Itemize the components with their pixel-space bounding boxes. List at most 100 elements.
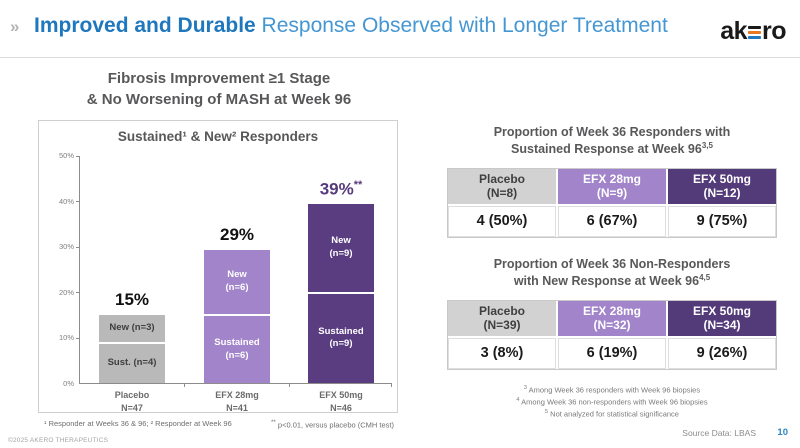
table-header-line: Placebo: [478, 171, 526, 186]
table-header-line: (N=39): [483, 318, 521, 333]
table-value-cell: 6 (19%): [558, 337, 666, 369]
logo-e-icon: [748, 26, 761, 39]
bar-segment-sustained: Sust. (n=4): [99, 344, 165, 383]
logo-text-prefix: ak: [720, 17, 747, 45]
x-axis-tick: [289, 383, 290, 387]
bar-segment-label: (n=6): [225, 282, 249, 294]
logo-e-bar-top: [748, 26, 761, 29]
x-axis-category-line: N=46: [330, 403, 352, 414]
y-tick-label: 10%: [58, 333, 74, 343]
x-axis-tick: [391, 383, 392, 387]
source-data-label: Source Data: LBAS: [682, 428, 756, 438]
bar-total-label: 15%: [72, 290, 192, 310]
chevron-icon: »: [10, 17, 20, 36]
bar-segment-new: New (n=9): [308, 204, 374, 294]
bar-segment-label: New: [331, 235, 351, 247]
footnote-text: Among Week 36 non-responders with Week 9…: [519, 397, 708, 407]
table-header-line: EFX 50mg: [692, 171, 752, 186]
x-axis-category-line: N=47: [121, 403, 143, 414]
table-header-cell: Placebo (N=8): [448, 168, 556, 204]
y-tick-label: 40%: [58, 196, 74, 206]
logo-text-suffix: ro: [762, 17, 787, 45]
footnote-text: Among Week 36 responders with Week 96 bi…: [526, 385, 701, 395]
table-value-cell: 9 (26%): [668, 337, 776, 369]
chart-footnote-left: ¹ Responder at Weeks 36 & 96; ² Responde…: [44, 419, 232, 428]
copyright: ©2025 AKERO THERAPEUTICS: [8, 437, 109, 444]
table-header-cell: EFX 50mg (N=12): [668, 168, 776, 204]
chart-subtitle: Sustained¹ & New² Responders: [117, 129, 319, 144]
y-tick-label: 20%: [58, 287, 74, 297]
chart-panel: Sustained¹ & New² Responders 0% 10% 20% 30%…: [38, 120, 398, 413]
table-title-superscript: 4,5: [699, 272, 711, 282]
table-header-line: EFX 28mg: [582, 171, 642, 186]
table-title-line: Sustained Response at Week 963,5: [511, 140, 713, 157]
table-header-line: EFX 50mg: [692, 303, 752, 318]
table-value-cell: 9 (75%): [668, 205, 776, 237]
footnote-superscript: 3: [523, 385, 527, 391]
significance-text: p<0.01, versus placebo (CMH test): [275, 420, 394, 430]
table-footnote-line: 3 Among Week 36 responders with Week 96 …: [447, 384, 777, 396]
chart-footnote-right: ** p<0.01, versus placebo (CMH test): [271, 419, 394, 430]
table-title-line: Proportion of Week 36 Non-Responders: [493, 257, 731, 271]
logo-e-bar-middle: [748, 31, 761, 34]
page-title-rest: Response Observed with Longer Treatment: [255, 14, 668, 37]
bar-segment-label: New: [227, 269, 247, 281]
table-title-0: Proportion of Week 36 Responders with Sus…: [447, 124, 777, 158]
bar-segment-label: (n=6): [225, 349, 249, 361]
bar-total-label: 39%**: [281, 179, 401, 200]
table-header-line: EFX 28mg: [582, 303, 642, 318]
bar-total-value: 15%: [114, 290, 150, 310]
bar-segment-new: New (n=6): [204, 249, 270, 317]
x-axis-category-line: EFX 28mg: [215, 390, 259, 400]
x-axis-category-line: Placebo: [114, 390, 150, 400]
table-footnote-line: 4 Among Week 36 non-responders with Week…: [447, 396, 777, 408]
footnote-superscript: 5: [545, 409, 549, 416]
table-header-line: (N=34): [703, 318, 741, 333]
table-block-0: Proportion of Week 36 Responders with Sus…: [447, 124, 777, 238]
y-tick-mark: [76, 201, 80, 203]
responders-table: Placebo (N=8) EFX 28mg (N=9) EFX 50mg (N=12) 4…: [447, 167, 777, 238]
table-footnote-line: 5 Not analyzed for statistical significa…: [447, 408, 777, 420]
table-block-1: Proportion of Week 36 Non-Responders with…: [447, 256, 777, 370]
y-tick-mark: [76, 292, 80, 294]
bar-segment-label: Sust. (n=4): [107, 357, 157, 369]
footnote-text: Not analyzed for statistical significanc…: [548, 409, 679, 419]
y-tick-mark: [76, 155, 80, 157]
table-title-1: Proportion of Week 36 Non-Responders with…: [447, 256, 777, 290]
chart-heading-line: & No Worsening of MASH at Week 96: [86, 91, 352, 108]
x-axis-tick: [184, 383, 185, 387]
bar-segment-sustained: Sustained (n=9): [308, 293, 374, 383]
x-axis-category-line: EFX 50mg: [319, 390, 363, 400]
bar-segment-label: Sustained: [214, 336, 260, 348]
bar-segment-sustained: Sustained (n=6): [204, 316, 270, 383]
bar-total-label: 29%: [177, 225, 297, 245]
table-value-cell: 6 (67%): [558, 205, 666, 237]
chart-heading-line: Fibrosis Improvement ≥1 Stage: [107, 70, 331, 87]
table-header-cell: EFX 50mg (N=34): [668, 300, 776, 336]
table-header-line: (N=12): [703, 186, 741, 201]
bar-segment-label: New (n=3): [109, 322, 155, 334]
header-divider: [0, 57, 800, 58]
x-axis-category: EFX 50mg N=46: [308, 389, 374, 415]
y-tick-label: 50%: [58, 151, 74, 160]
non-responders-table: Placebo (N=39) EFX 28mg (N=32) EFX 50mg (N=34…: [447, 299, 777, 370]
table-header-cell: Placebo (N=39): [448, 300, 556, 336]
bar-segment-label: Sustained: [318, 325, 364, 337]
y-tick-label: 0%: [63, 379, 74, 388]
page-number: 10: [777, 427, 788, 438]
bar-segment-new: New (n=3): [99, 315, 165, 345]
table-title-line: Proportion of Week 36 Responders with: [493, 125, 731, 139]
y-tick-mark: [76, 246, 80, 248]
table-title-superscript: 3,5: [701, 140, 713, 150]
x-axis-category: EFX 28mg N=41: [204, 389, 270, 415]
y-tick-label: 30%: [58, 242, 74, 252]
bar-total-stars: **: [353, 178, 363, 191]
x-axis-category-line: N=41: [226, 403, 248, 414]
table-header-line: (N=32): [593, 318, 631, 333]
y-tick-mark: [76, 337, 80, 339]
significance-stars: **: [270, 419, 276, 426]
bar-segment-label: (n=9): [329, 338, 353, 350]
table-footnotes: 3 Among Week 36 responders with Week 96 …: [447, 384, 777, 420]
x-axis-category: Placebo N=47: [99, 389, 165, 415]
